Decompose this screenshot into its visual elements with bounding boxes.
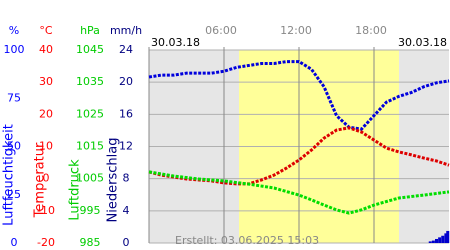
y-tick-label: -10 bbox=[37, 204, 55, 217]
y-tick-label: 100 bbox=[4, 43, 25, 56]
precip-bar bbox=[441, 235, 445, 243]
y-tick-label: 1035 bbox=[76, 75, 104, 88]
y-tick-label: 8 bbox=[123, 172, 130, 185]
axis-title: Luftdruck bbox=[68, 159, 83, 221]
y-tick-label: 1005 bbox=[76, 172, 104, 185]
x-tick-label: 12:00 bbox=[280, 24, 312, 37]
y-tick-label: 16 bbox=[119, 107, 133, 120]
axis-unit: hPa bbox=[80, 24, 100, 37]
precip-bar bbox=[435, 238, 438, 243]
y-tick-label: -20 bbox=[37, 236, 55, 249]
y-tick-label: 1015 bbox=[76, 140, 104, 153]
y-tick-label: 0 bbox=[43, 172, 50, 185]
precip-bar bbox=[444, 233, 448, 243]
y-tick-label: 1025 bbox=[76, 107, 104, 120]
axis-unit: % bbox=[9, 24, 19, 37]
y-tick-label: 1045 bbox=[76, 43, 104, 56]
precip-bar bbox=[431, 240, 435, 243]
y-tick-label: 30 bbox=[39, 75, 53, 88]
y-tick-label: 24 bbox=[119, 43, 133, 56]
footer: Erstellt: 03.06.2025 15:03 bbox=[175, 234, 319, 247]
y-tick-label: 10 bbox=[39, 140, 53, 153]
precip-bar bbox=[428, 241, 432, 243]
y-tick-label: 25 bbox=[7, 188, 21, 201]
y-tick-label: 995 bbox=[80, 204, 101, 217]
axis-title: Luftfeuchtigkeit bbox=[2, 124, 17, 226]
series-line bbox=[148, 170, 450, 215]
y-tick-label: 985 bbox=[80, 236, 101, 249]
x-tick-label: 18:00 bbox=[355, 24, 387, 37]
x-tick-label: 06:00 bbox=[205, 24, 237, 37]
date-right: 30.03.18 bbox=[398, 36, 447, 49]
series-line bbox=[148, 60, 450, 131]
axis-title: Temperatur bbox=[33, 142, 48, 218]
y-tick-label: 0 bbox=[123, 236, 130, 249]
axis-title: Niederschlag bbox=[106, 138, 121, 223]
axis-unit: °C bbox=[39, 24, 53, 37]
y-tick-label: 20 bbox=[119, 75, 133, 88]
date-left: 30.03.18 bbox=[151, 36, 200, 49]
y-tick-label: 75 bbox=[7, 91, 21, 104]
y-tick-label: 20 bbox=[39, 107, 53, 120]
precip-bar bbox=[446, 230, 450, 243]
y-tick-label: 0 bbox=[11, 236, 18, 249]
precip-bar bbox=[438, 237, 442, 243]
y-tick-label: 40 bbox=[39, 43, 53, 56]
y-tick-label: 4 bbox=[123, 204, 130, 217]
y-tick-label: 50 bbox=[7, 140, 21, 153]
y-tick-label: 12 bbox=[119, 140, 133, 153]
axis-unit: mm/h bbox=[110, 24, 142, 37]
